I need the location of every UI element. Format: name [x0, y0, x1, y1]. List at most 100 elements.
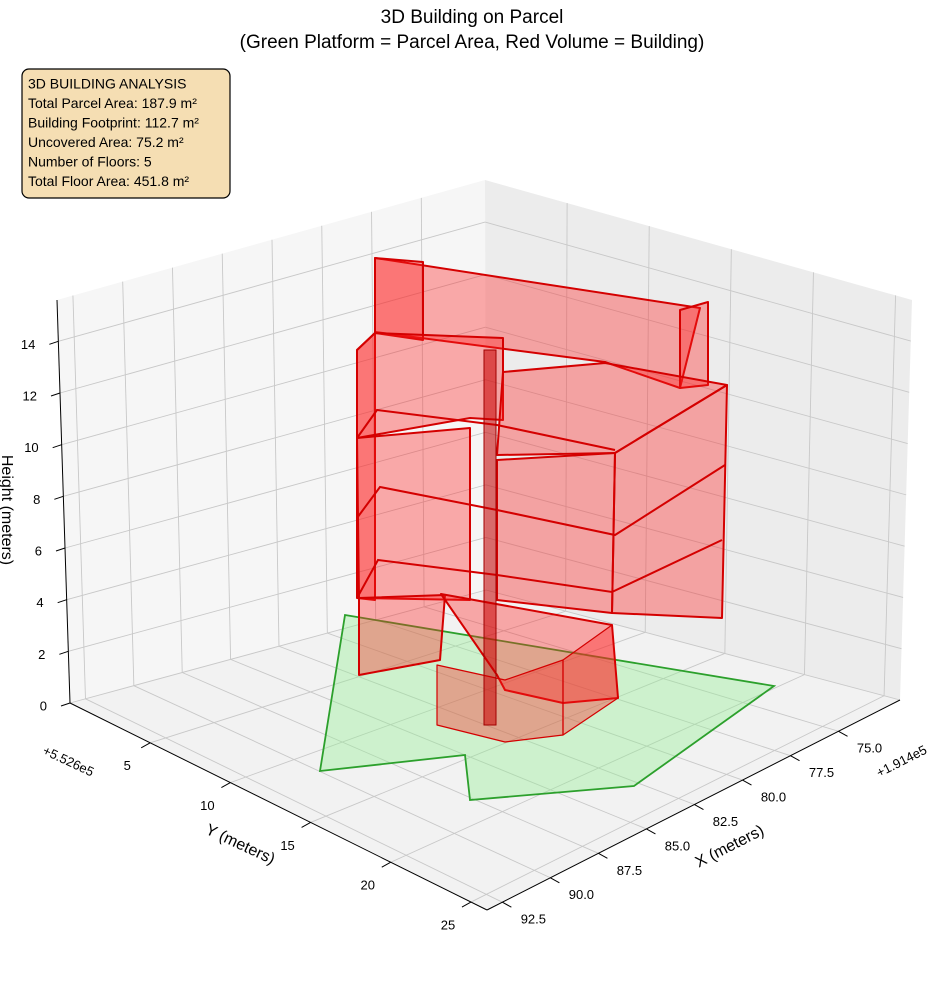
grid-line — [72, 295, 86, 699]
building-face — [496, 452, 616, 614]
chart-subtitle: (Green Platform = Parcel Area, Red Volum… — [240, 32, 705, 53]
tick-label: 15 — [280, 838, 294, 853]
tick-mark — [140, 742, 151, 749]
tick-mark — [461, 901, 472, 908]
x-axis-label: X (meters) — [693, 822, 767, 871]
grid-line — [390, 674, 805, 863]
grid-line — [59, 274, 486, 394]
grid — [58, 197, 911, 903]
tick-mark — [598, 852, 608, 859]
chart-title: 3D Building on Parcel — [381, 7, 564, 28]
grid-line — [724, 249, 732, 654]
tick-mark — [646, 828, 656, 835]
annotation-line: Total Parcel Area: 187.9 m² — [28, 95, 197, 111]
tick-label: 90.0 — [569, 887, 594, 902]
tick-label: 10 — [24, 440, 38, 455]
grid-line — [485, 589, 901, 701]
grid-line — [565, 203, 568, 612]
tick-mark — [57, 599, 67, 604]
tick-label: 20 — [361, 878, 375, 893]
grid-line — [883, 295, 897, 696]
tick-mark — [55, 547, 66, 552]
grid-line — [230, 631, 646, 784]
building-face — [358, 594, 446, 676]
grid-line — [310, 653, 726, 823]
grid-line — [644, 226, 650, 633]
axis-line — [69, 702, 488, 911]
tick-label: 4 — [36, 595, 43, 610]
grid-line — [485, 274, 910, 393]
grid-line — [484, 221, 911, 342]
grid-line — [804, 272, 814, 675]
annotation-frame — [21, 68, 231, 199]
tick-mark — [50, 392, 61, 397]
annotation-line: Uncovered Area: 75.2 m² — [28, 134, 184, 150]
tick-label: 87.5 — [617, 863, 642, 878]
column — [483, 349, 497, 726]
grid-line — [485, 484, 904, 598]
tick-label: 80.0 — [761, 790, 786, 805]
tick-mark — [838, 730, 848, 737]
tick-mark — [54, 495, 64, 500]
tick-label: 25 — [441, 917, 455, 932]
right-pane — [485, 180, 912, 700]
tick-mark — [742, 779, 752, 786]
tick-mark — [381, 861, 392, 868]
tick-mark — [301, 821, 311, 828]
tick-label: 0 — [40, 698, 47, 713]
grid-line — [271, 239, 280, 647]
z-axis-label: Height (meters) — [0, 455, 15, 565]
y-axis-label: Y (meters) — [203, 821, 278, 868]
grid-line — [61, 326, 486, 446]
tick-label: 10 — [200, 798, 214, 813]
tick-label: 77.5 — [809, 765, 834, 780]
building-face — [356, 427, 471, 601]
floor-line — [356, 539, 723, 599]
tick-mark — [790, 755, 800, 762]
tick-label: 8 — [33, 492, 40, 507]
grid-line — [133, 685, 551, 879]
tick-label: 5 — [124, 758, 131, 773]
tick-mark — [52, 444, 62, 449]
tick-mark — [694, 804, 704, 810]
floor-pane — [70, 590, 900, 910]
tick-mark — [60, 702, 71, 707]
panes — [57, 180, 912, 910]
tick-label: 85.0 — [665, 838, 690, 853]
grid-line — [485, 431, 905, 547]
tick-mark — [59, 650, 69, 655]
grid-line — [122, 281, 135, 686]
left-pane — [57, 180, 486, 703]
tick-label: 12 — [23, 388, 37, 403]
grid-line — [172, 267, 183, 673]
grid-line — [66, 484, 486, 601]
grid-line — [230, 658, 647, 830]
building-face — [374, 257, 424, 341]
annotation-line: 3D BUILDING ANALYSIS — [28, 76, 186, 92]
grid-line — [221, 253, 232, 660]
tick-label: 14 — [21, 337, 35, 352]
y-offset: +5.526e5 — [41, 743, 97, 780]
grid-line — [64, 431, 486, 549]
grid-line — [470, 695, 885, 903]
tick-label: 75.0 — [857, 741, 882, 756]
annotation-line: Total Floor Area: 451.8 m² — [28, 173, 189, 189]
grid-line — [485, 537, 902, 650]
tick-label: 92.5 — [521, 912, 546, 927]
tick-mark — [221, 782, 231, 789]
grid-line — [63, 379, 486, 497]
grid-line — [58, 221, 486, 342]
tick-label: 6 — [35, 543, 42, 558]
tick-mark — [502, 901, 512, 908]
tick-label: 82.5 — [713, 814, 738, 829]
axis-line — [56, 299, 71, 704]
grid-line — [375, 619, 791, 757]
floor-line — [356, 408, 616, 451]
grid-line — [485, 379, 907, 496]
floor-line — [356, 464, 726, 537]
grid-line — [68, 537, 486, 652]
building-face — [562, 624, 619, 736]
tick-label: 2 — [38, 647, 45, 662]
